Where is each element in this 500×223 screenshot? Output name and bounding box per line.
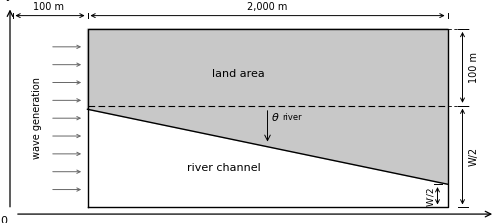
Polygon shape	[88, 29, 448, 184]
Text: 100 m: 100 m	[33, 2, 64, 12]
Text: $\theta$: $\theta$	[272, 111, 280, 123]
Text: 100 m: 100 m	[469, 52, 479, 83]
Text: 2,000 m: 2,000 m	[248, 2, 288, 12]
Text: land area: land area	[212, 69, 265, 78]
Text: river: river	[282, 113, 302, 122]
Text: river channel: river channel	[188, 163, 261, 173]
Text: W′/2: W′/2	[426, 186, 435, 206]
Text: wave generation: wave generation	[32, 77, 42, 159]
Text: y: y	[6, 0, 14, 1]
Text: 0: 0	[0, 216, 7, 223]
Text: W/2: W/2	[469, 147, 479, 166]
